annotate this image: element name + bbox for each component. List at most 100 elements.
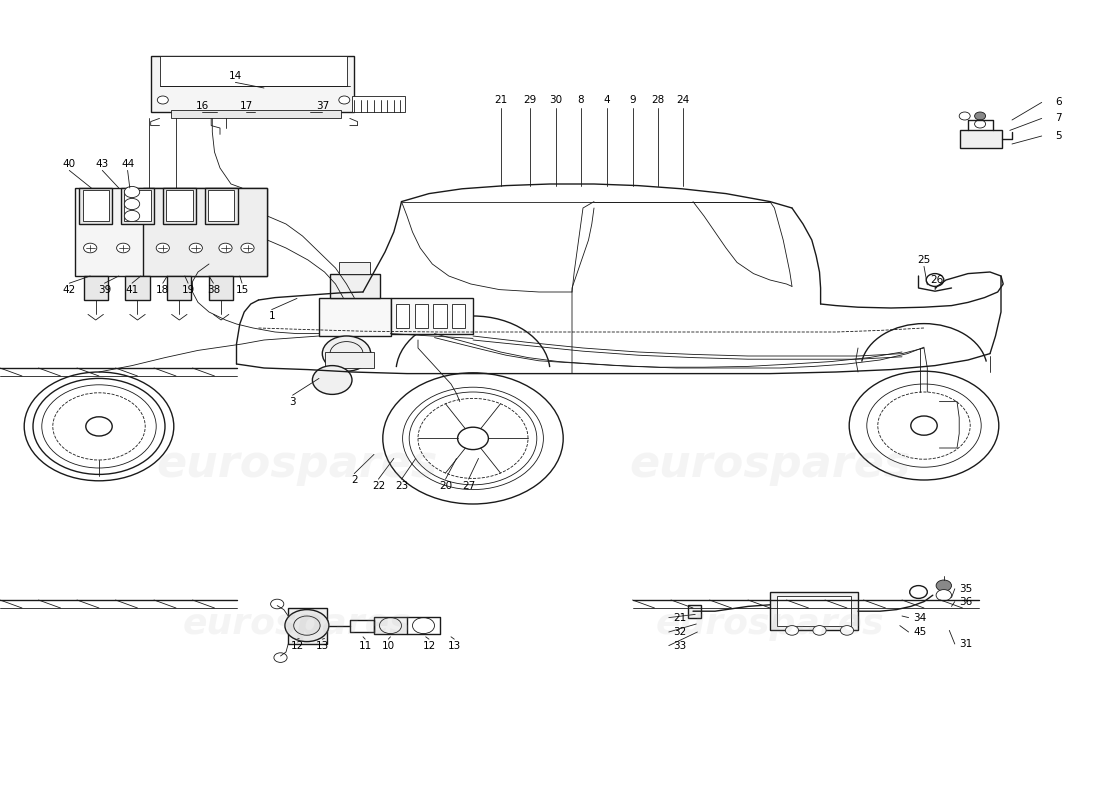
Circle shape bbox=[813, 626, 826, 635]
Text: 15: 15 bbox=[235, 285, 249, 294]
Circle shape bbox=[189, 243, 202, 253]
Circle shape bbox=[785, 626, 799, 635]
Bar bbox=[390, 298, 473, 334]
Text: 14: 14 bbox=[229, 71, 242, 81]
Bar bbox=[167, 276, 191, 300]
Bar bbox=[143, 188, 267, 276]
Circle shape bbox=[219, 243, 232, 253]
Bar bbox=[125, 276, 150, 300]
Text: 38: 38 bbox=[207, 285, 220, 294]
Text: eurospares: eurospares bbox=[629, 442, 911, 486]
Bar bbox=[452, 304, 465, 328]
Text: 4: 4 bbox=[604, 95, 611, 105]
Bar bbox=[433, 304, 447, 328]
Text: 44: 44 bbox=[121, 159, 134, 169]
Circle shape bbox=[124, 186, 140, 198]
Text: 36: 36 bbox=[959, 597, 972, 606]
Bar bbox=[209, 276, 233, 300]
Circle shape bbox=[910, 586, 927, 598]
Bar bbox=[288, 608, 327, 644]
Circle shape bbox=[271, 599, 284, 609]
Bar bbox=[777, 596, 851, 626]
Bar bbox=[374, 617, 407, 634]
Circle shape bbox=[86, 417, 112, 436]
Bar bbox=[79, 188, 112, 224]
Text: 41: 41 bbox=[125, 285, 139, 294]
Text: 23: 23 bbox=[395, 481, 408, 490]
Circle shape bbox=[840, 626, 854, 635]
Text: 17: 17 bbox=[240, 101, 253, 110]
Text: 39: 39 bbox=[98, 285, 111, 294]
Text: eurospares: eurospares bbox=[656, 607, 884, 641]
Text: 21: 21 bbox=[494, 95, 507, 105]
Circle shape bbox=[117, 243, 130, 253]
Text: 37: 37 bbox=[316, 101, 329, 110]
Text: 29: 29 bbox=[524, 95, 537, 105]
Circle shape bbox=[124, 198, 140, 210]
Text: 1: 1 bbox=[268, 311, 275, 321]
Text: 25: 25 bbox=[917, 255, 931, 265]
Bar bbox=[84, 276, 108, 300]
Bar bbox=[330, 274, 380, 298]
Bar bbox=[324, 352, 374, 368]
Text: 12: 12 bbox=[290, 641, 304, 650]
Circle shape bbox=[124, 210, 140, 222]
Text: 6: 6 bbox=[1055, 98, 1061, 107]
Text: 11: 11 bbox=[359, 641, 372, 650]
Text: 27: 27 bbox=[462, 481, 475, 490]
Circle shape bbox=[959, 112, 970, 120]
Text: eurospares: eurospares bbox=[183, 607, 411, 641]
Bar bbox=[160, 56, 346, 86]
Bar bbox=[151, 56, 354, 112]
Text: 30: 30 bbox=[549, 95, 562, 105]
Circle shape bbox=[975, 120, 986, 128]
Text: 33: 33 bbox=[673, 641, 686, 650]
Text: 45: 45 bbox=[913, 627, 926, 637]
Circle shape bbox=[975, 112, 986, 120]
Text: 42: 42 bbox=[63, 285, 76, 294]
Text: 12: 12 bbox=[422, 641, 436, 650]
Bar bbox=[396, 304, 409, 328]
Circle shape bbox=[241, 243, 254, 253]
Bar bbox=[339, 262, 370, 274]
Text: 13: 13 bbox=[448, 641, 461, 650]
Circle shape bbox=[312, 366, 352, 394]
Text: 34: 34 bbox=[913, 613, 926, 622]
Bar bbox=[124, 190, 151, 221]
Circle shape bbox=[936, 580, 952, 591]
Text: 5: 5 bbox=[1055, 131, 1061, 141]
Circle shape bbox=[936, 590, 952, 601]
Bar bbox=[208, 190, 234, 221]
Circle shape bbox=[157, 96, 168, 104]
Bar bbox=[770, 592, 858, 630]
Text: 21: 21 bbox=[673, 613, 686, 622]
Text: 20: 20 bbox=[439, 481, 452, 490]
Text: 16: 16 bbox=[196, 101, 209, 110]
Bar bbox=[205, 188, 238, 224]
Circle shape bbox=[926, 274, 944, 286]
Text: 10: 10 bbox=[382, 641, 395, 650]
Bar bbox=[960, 130, 1002, 148]
Text: 31: 31 bbox=[959, 639, 972, 649]
Text: 22: 22 bbox=[372, 481, 385, 490]
Circle shape bbox=[911, 416, 937, 435]
Text: 7: 7 bbox=[1055, 114, 1061, 123]
Circle shape bbox=[339, 96, 350, 104]
Bar bbox=[82, 190, 109, 221]
Circle shape bbox=[274, 653, 287, 662]
Bar bbox=[352, 96, 405, 112]
Bar bbox=[75, 188, 267, 276]
Text: 13: 13 bbox=[316, 641, 329, 650]
Circle shape bbox=[84, 243, 97, 253]
Bar bbox=[121, 188, 154, 224]
Text: 28: 28 bbox=[651, 95, 664, 105]
Bar bbox=[319, 298, 390, 336]
Text: 8: 8 bbox=[578, 95, 584, 105]
Text: 18: 18 bbox=[156, 285, 169, 294]
Text: 3: 3 bbox=[289, 397, 296, 406]
Text: 2: 2 bbox=[351, 475, 358, 485]
Bar bbox=[170, 110, 341, 118]
Text: 26: 26 bbox=[931, 275, 944, 285]
Circle shape bbox=[285, 610, 329, 642]
Bar bbox=[163, 188, 196, 224]
